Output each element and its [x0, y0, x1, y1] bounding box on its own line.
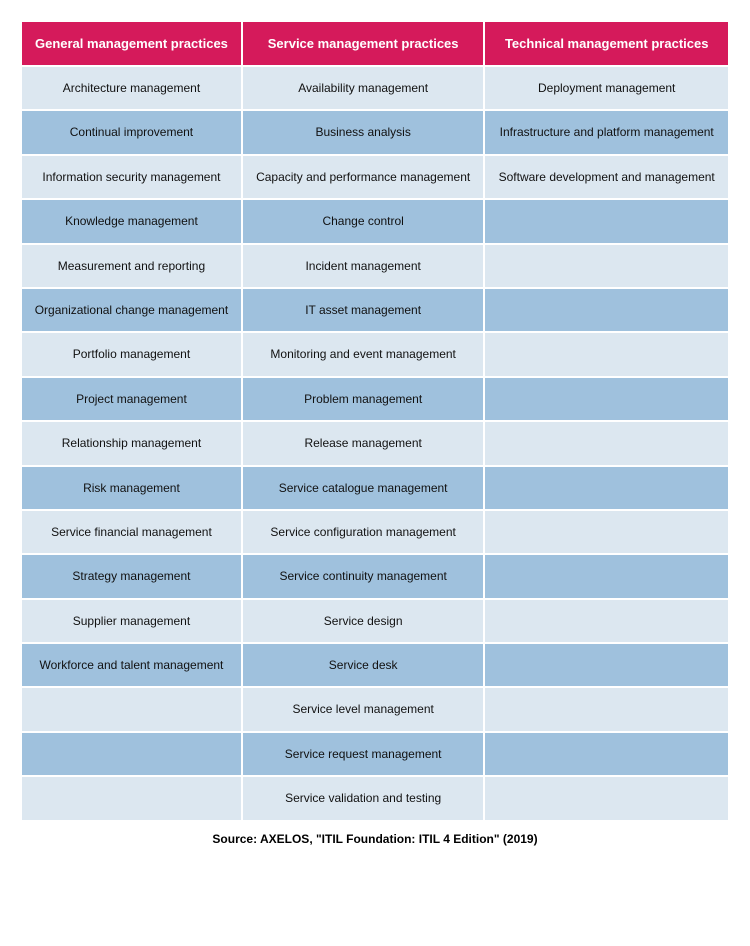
- table-cell: IT asset management: [243, 289, 483, 331]
- table-cell: Business analysis: [243, 111, 483, 153]
- table-row: Risk managementService catalogue managem…: [22, 467, 728, 509]
- table-cell: Organizational change management: [22, 289, 241, 331]
- table-cell: Architecture management: [22, 67, 241, 109]
- table-row: Service validation and testing: [22, 777, 728, 819]
- table-cell: Service configuration management: [243, 511, 483, 553]
- table-cell: Project management: [22, 378, 241, 420]
- table-cell: Measurement and reporting: [22, 245, 241, 287]
- table-cell: [485, 555, 728, 597]
- table-cell: Continual improvement: [22, 111, 241, 153]
- table-row: Relationship managementRelease managemen…: [22, 422, 728, 464]
- column-header-0: General management practices: [22, 22, 241, 65]
- table-cell: Relationship management: [22, 422, 241, 464]
- table-cell: Release management: [243, 422, 483, 464]
- table-cell: [485, 688, 728, 730]
- column-header-1: Service management practices: [243, 22, 483, 65]
- table-cell: [485, 245, 728, 287]
- table-row: Supplier managementService design: [22, 600, 728, 642]
- table-cell: Portfolio management: [22, 333, 241, 375]
- table-row: Architecture managementAvailability mana…: [22, 67, 728, 109]
- practices-table: General management practicesService mana…: [20, 20, 730, 822]
- table-cell: [22, 733, 241, 775]
- table-cell: [485, 200, 728, 242]
- table-cell: Service validation and testing: [243, 777, 483, 819]
- table-row: Measurement and reportingIncident manage…: [22, 245, 728, 287]
- table-cell: Service catalogue management: [243, 467, 483, 509]
- table-cell: Incident management: [243, 245, 483, 287]
- table-row: Service request management: [22, 733, 728, 775]
- table-cell: Problem management: [243, 378, 483, 420]
- table-cell: Strategy management: [22, 555, 241, 597]
- table-container: General management practicesService mana…: [20, 20, 730, 846]
- table-cell: Service continuity management: [243, 555, 483, 597]
- table-row: Workforce and talent managementService d…: [22, 644, 728, 686]
- table-row: Information security managementCapacity …: [22, 156, 728, 198]
- table-cell: Change control: [243, 200, 483, 242]
- table-cell: Service level management: [243, 688, 483, 730]
- table-cell: Infrastructure and platform management: [485, 111, 728, 153]
- table-row: Strategy managementService continuity ma…: [22, 555, 728, 597]
- table-row: Service level management: [22, 688, 728, 730]
- table-cell: Availability management: [243, 67, 483, 109]
- source-citation: Source: AXELOS, "ITIL Foundation: ITIL 4…: [20, 832, 730, 846]
- table-cell: [22, 777, 241, 819]
- table-header-row: General management practicesService mana…: [22, 22, 728, 65]
- table-cell: [485, 733, 728, 775]
- table-cell: [485, 378, 728, 420]
- table-row: Portfolio managementMonitoring and event…: [22, 333, 728, 375]
- table-row: Knowledge managementChange control: [22, 200, 728, 242]
- table-cell: Service design: [243, 600, 483, 642]
- table-cell: Deployment management: [485, 67, 728, 109]
- table-cell: Monitoring and event management: [243, 333, 483, 375]
- table-cell: Service financial management: [22, 511, 241, 553]
- table-cell: [485, 777, 728, 819]
- table-cell: Knowledge management: [22, 200, 241, 242]
- table-cell: Supplier management: [22, 600, 241, 642]
- table-cell: Risk management: [22, 467, 241, 509]
- table-cell: [485, 467, 728, 509]
- table-cell: Information security management: [22, 156, 241, 198]
- column-header-2: Technical management practices: [485, 22, 728, 65]
- table-cell: [485, 333, 728, 375]
- table-row: Organizational change managementIT asset…: [22, 289, 728, 331]
- table-row: Continual improvementBusiness analysisIn…: [22, 111, 728, 153]
- table-cell: Service request management: [243, 733, 483, 775]
- table-cell: [485, 289, 728, 331]
- table-cell: [485, 511, 728, 553]
- table-row: Project managementProblem management: [22, 378, 728, 420]
- table-cell: [485, 644, 728, 686]
- table-cell: [22, 688, 241, 730]
- table-cell: Software development and management: [485, 156, 728, 198]
- table-cell: Capacity and performance management: [243, 156, 483, 198]
- table-cell: [485, 422, 728, 464]
- table-cell: Service desk: [243, 644, 483, 686]
- table-row: Service financial managementService conf…: [22, 511, 728, 553]
- table-cell: Workforce and talent management: [22, 644, 241, 686]
- table-cell: [485, 600, 728, 642]
